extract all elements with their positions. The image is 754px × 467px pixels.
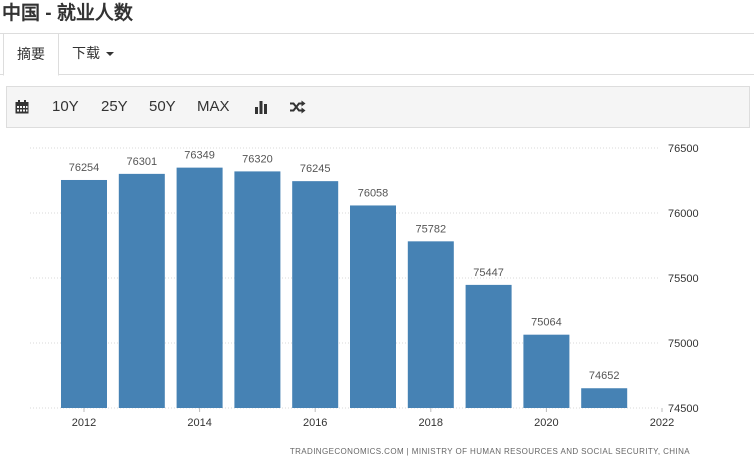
data-label-2017: 76058 (358, 187, 389, 199)
x-tick-label: 2014 (187, 417, 211, 429)
data-label-2013: 76301 (127, 156, 158, 168)
bars (61, 167, 628, 408)
tab-summary[interactable]: 摘要 (3, 33, 59, 76)
x-tick-label: 2018 (419, 417, 443, 429)
data-label-2016: 76245 (300, 163, 331, 175)
data-label-2012: 76254 (69, 162, 100, 174)
tab-download-label: 下载 (72, 45, 100, 61)
page-title: 中国 - 就业人数 (2, 3, 133, 24)
y-tick-label: 75500 (668, 273, 699, 285)
y-tick-label: 75000 (668, 338, 699, 350)
range-25y-button[interactable]: 25Y (101, 98, 128, 115)
range-10y-button[interactable]: 10Y (52, 98, 79, 115)
data-label-2014: 76349 (184, 150, 215, 162)
tab-bar: 摘要 下载 (0, 33, 754, 76)
y-tick-label: 74500 (668, 403, 699, 415)
x-tick-label: 2012 (72, 417, 96, 429)
range-max-button[interactable]: MAX (197, 98, 230, 115)
bar-2013 (118, 173, 165, 408)
bar-2016 (292, 181, 339, 408)
bar-2021 (581, 388, 628, 408)
bar-2018 (407, 241, 454, 408)
data-label-2020: 75064 (531, 317, 562, 329)
shuffle-icon[interactable] (289, 87, 306, 127)
bar-2017 (350, 205, 396, 408)
bar-2019 (465, 284, 512, 408)
x-axis-ticks: 2012 2014 2016 2018 2020 2022 (72, 408, 674, 429)
caret-down-icon (106, 52, 114, 57)
bar-2020 (523, 334, 570, 408)
bar-chart-icon[interactable] (254, 87, 268, 127)
y-tick-label: 76500 (668, 143, 699, 155)
bar-2015 (234, 171, 281, 408)
employment-bar-chart: 76254 76301 76349 76320 76245 76058 75782 75447… (30, 143, 699, 429)
source-credit: TRADINGECONOMICS.COM | MINISTRY OF HUMAN… (289, 447, 690, 456)
data-labels: 76254 76301 76349 76320 76245 76058 75782 75447… (69, 150, 620, 383)
tab-summary-label: 摘要 (17, 46, 45, 62)
chart-toolbar: 10Y 25Y 50Y MAX (6, 86, 750, 128)
bar-2012 (61, 179, 107, 408)
x-tick-label: 2022 (650, 417, 674, 429)
x-tick-label: 2016 (303, 417, 327, 429)
x-tick-label: 2020 (534, 417, 558, 429)
data-label-2021: 74652 (589, 370, 620, 382)
data-label-2018: 75782 (416, 223, 447, 235)
y-tick-label: 76000 (668, 208, 699, 220)
data-label-2015: 76320 (242, 153, 273, 165)
bar-2014 (176, 167, 223, 408)
range-50y-button[interactable]: 50Y (149, 98, 176, 115)
calendar-icon[interactable] (15, 87, 29, 127)
data-label-2019: 75447 (473, 267, 504, 279)
y-axis-ticks: 74500 75000 75500 76000 76500 (668, 143, 699, 415)
tab-download[interactable]: 下载 (72, 33, 114, 75)
